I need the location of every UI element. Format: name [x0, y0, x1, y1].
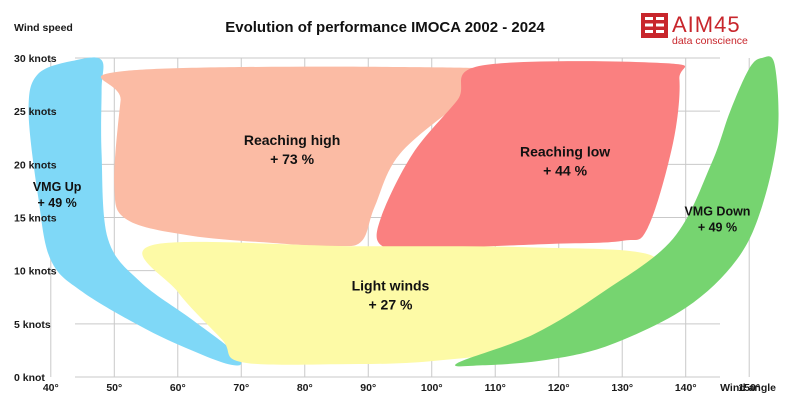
x-tick-label: 100° [421, 382, 443, 394]
logo-mark-icon [641, 13, 668, 38]
x-tick-label: 50° [106, 382, 122, 394]
region-label-reaching-high: Reaching high + 73 % [244, 132, 340, 167]
y-tick-label: 30 knots [14, 53, 57, 65]
y-tick-label: 5 knots [14, 319, 51, 331]
region-vmg-down [455, 56, 779, 367]
brand-logo: AIM45 data conscience [641, 12, 748, 47]
y-tick-label: 20 knots [14, 159, 57, 171]
x-tick-label: 90° [360, 382, 376, 394]
x-tick-label: 70° [233, 382, 249, 394]
y-tick-label: 0 knot [14, 372, 45, 384]
y-tick-label: 15 knots [14, 213, 57, 225]
x-tick-label: 120° [548, 382, 570, 394]
x-tick-label: 110° [485, 382, 506, 394]
region-label-reaching-low: Reaching low + 44 % [520, 144, 610, 179]
region-label-light-winds: Light winds + 27 % [352, 278, 430, 313]
logo-name: AIM45 [672, 12, 741, 37]
region-label-vmg-down: VMG Down + 49 % [684, 205, 750, 235]
axis-ticks: 0 knot 5 knots 10 knots 15 knots 20 knots 25 … [14, 53, 760, 394]
y-tick-label: 10 knots [14, 266, 57, 278]
x-tick-label: 130° [611, 382, 633, 394]
logo-tagline: data conscience [672, 35, 748, 47]
x-tick-label: 40° [43, 382, 59, 394]
x-tick-label: 60° [170, 382, 186, 394]
region-light-winds [142, 241, 657, 365]
region-labels: VMG Up + 49 % Reaching high + 73 % Reaching … [33, 132, 751, 313]
x-axis-label: Wind angle [720, 382, 776, 394]
region-label-vmg-up: VMG Up + 49 % [33, 180, 82, 210]
chart-title: Evolution of performance IMOCA 2002 - 20… [225, 19, 545, 36]
x-tick-label: 80° [297, 382, 313, 394]
region-reaching-low [376, 61, 686, 249]
y-axis-label: Wind speed [14, 22, 73, 34]
region-reaching-high [100, 66, 500, 247]
y-tick-label: 25 knots [14, 106, 57, 118]
region-vmg-up [28, 57, 242, 366]
x-tick-label: 140° [675, 382, 697, 394]
regions [28, 56, 779, 367]
x-tick-label: 150° [738, 382, 760, 394]
